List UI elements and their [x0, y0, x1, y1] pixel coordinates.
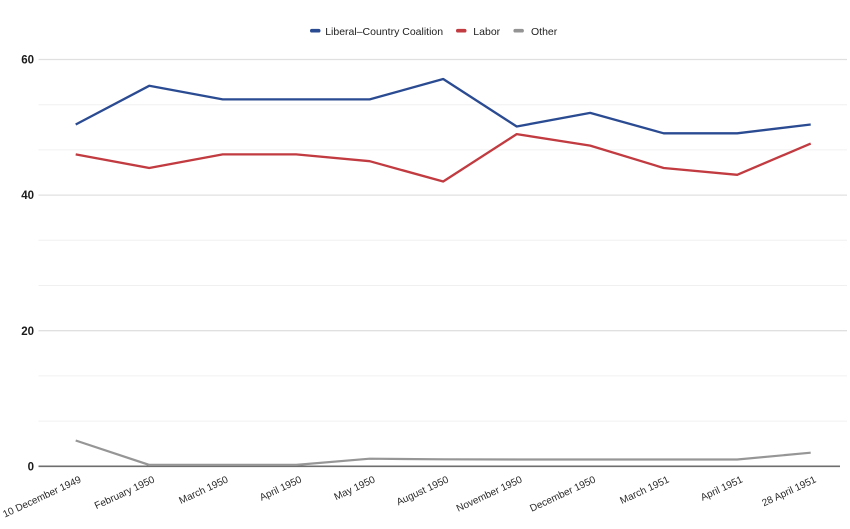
- svg-text:20: 20: [21, 326, 34, 338]
- svg-text:40: 40: [21, 190, 34, 202]
- svg-text:Other: Other: [531, 26, 558, 38]
- svg-text:60: 60: [21, 55, 34, 67]
- svg-text:Liberal–Country Coalition: Liberal–Country Coalition: [325, 26, 443, 38]
- svg-text:0: 0: [28, 461, 34, 473]
- svg-text:Labor: Labor: [473, 26, 500, 38]
